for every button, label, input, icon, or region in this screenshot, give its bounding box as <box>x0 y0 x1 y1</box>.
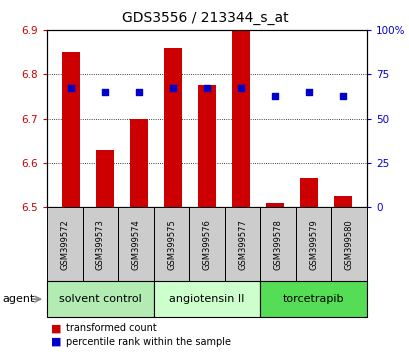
Text: torcetrapib: torcetrapib <box>282 294 344 304</box>
Text: GSM399573: GSM399573 <box>96 219 105 270</box>
Text: GSM399580: GSM399580 <box>344 219 353 270</box>
Bar <box>299 178 318 207</box>
Text: GSM399576: GSM399576 <box>202 219 211 270</box>
Bar <box>197 85 216 207</box>
Text: GSM399578: GSM399578 <box>273 219 282 270</box>
Text: GSM399579: GSM399579 <box>308 219 317 270</box>
Text: GSM399572: GSM399572 <box>60 219 69 270</box>
Bar <box>95 150 114 207</box>
Point <box>203 86 210 91</box>
Point <box>67 86 74 91</box>
Point <box>135 89 142 95</box>
Bar <box>163 48 182 207</box>
Point <box>339 93 346 98</box>
Text: ■: ■ <box>51 337 62 347</box>
Text: GDS3556 / 213344_s_at: GDS3556 / 213344_s_at <box>121 11 288 25</box>
Text: transformed count: transformed count <box>65 323 156 333</box>
Text: agent: agent <box>2 294 34 304</box>
Bar <box>333 196 352 207</box>
Point <box>305 89 312 95</box>
Point <box>101 89 108 95</box>
Bar <box>265 203 284 207</box>
Bar <box>231 30 250 207</box>
Text: GSM399577: GSM399577 <box>238 219 247 270</box>
Text: percentile rank within the sample: percentile rank within the sample <box>65 337 230 347</box>
Point <box>271 93 278 98</box>
Text: angiotensin II: angiotensin II <box>169 294 244 304</box>
Text: solvent control: solvent control <box>59 294 142 304</box>
Text: ■: ■ <box>51 323 62 333</box>
Bar <box>129 119 148 207</box>
Point <box>169 86 176 91</box>
Text: GSM399574: GSM399574 <box>131 219 140 270</box>
Text: GSM399575: GSM399575 <box>166 219 175 270</box>
Point <box>237 86 244 91</box>
Bar <box>61 52 80 207</box>
